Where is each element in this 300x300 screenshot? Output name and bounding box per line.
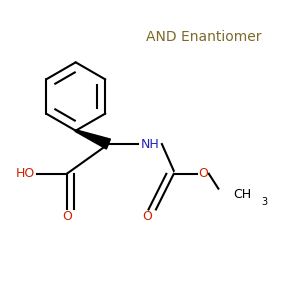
Text: 3: 3 xyxy=(262,197,268,207)
Polygon shape xyxy=(75,130,110,149)
Text: CH: CH xyxy=(233,188,251,201)
Text: O: O xyxy=(62,210,72,224)
Text: AND Enantiomer: AND Enantiomer xyxy=(146,30,261,44)
Text: O: O xyxy=(199,167,208,180)
Text: O: O xyxy=(142,210,152,224)
Text: HO: HO xyxy=(16,167,35,180)
Text: NH: NH xyxy=(141,138,159,151)
